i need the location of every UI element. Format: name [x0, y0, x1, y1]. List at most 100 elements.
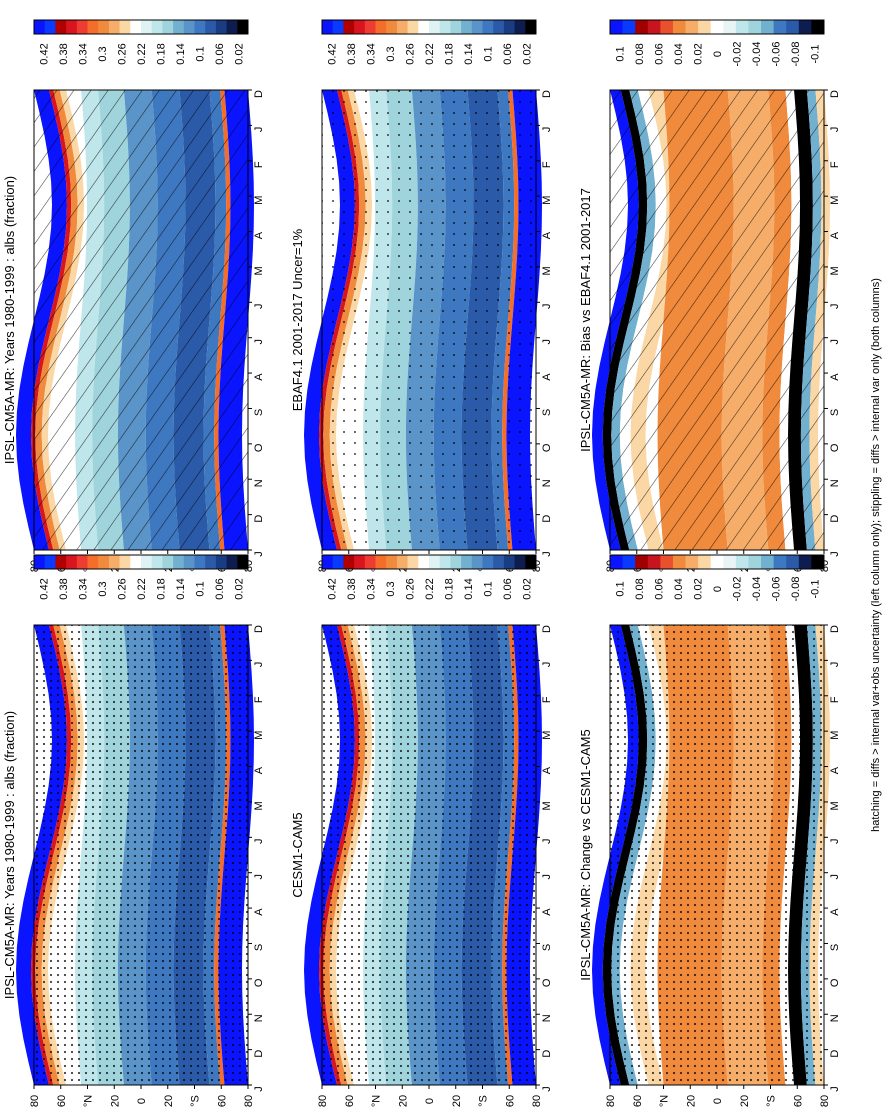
lat-tick-label: °N	[659, 1095, 671, 1107]
colorbar-label: 0.26	[117, 43, 129, 64]
lat-tick-label: 20	[109, 1095, 121, 1107]
colorbar-swatch	[811, 555, 825, 569]
month-tick-label: D	[253, 90, 265, 98]
month-tick-label: D	[541, 515, 553, 523]
colorbar-swatch	[471, 555, 483, 569]
colorbar-swatch	[44, 555, 56, 569]
month-tick-label: S	[253, 944, 265, 951]
colorbar-label: 0.14	[175, 43, 187, 64]
month-tick-label: O	[253, 978, 265, 987]
colorbar-swatch	[332, 555, 344, 569]
colorbar-swatch	[461, 20, 473, 34]
colorbar-swatch	[635, 555, 649, 569]
colorbar-swatch	[723, 20, 737, 34]
panel-title: IPSL-CM5A-MR: Years 1980-1999 : albs (fr…	[2, 176, 17, 464]
colorbar-label: 0.14	[463, 578, 475, 599]
colorbar-label: 0.34	[366, 578, 378, 599]
lat-tick-label: °N	[371, 1095, 383, 1107]
month-tick-label: A	[829, 373, 841, 381]
colorbar-label: -0.06	[770, 576, 782, 601]
month-tick-label: N	[253, 1014, 265, 1022]
colorbar-swatch	[418, 20, 430, 34]
month-tick-label: M	[541, 266, 553, 275]
colorbar-swatch	[622, 555, 636, 569]
colorbar-swatch	[647, 20, 661, 34]
colorbar-label: -0.1	[809, 45, 821, 64]
panel-title: IPSL-CM5A-MR: Bias vs EBAF4.1 2001-2017	[578, 188, 593, 452]
colorbar-swatch	[237, 555, 249, 569]
colorbar-swatch	[439, 555, 451, 569]
colorbar-frame	[609, 554, 825, 570]
colorbar-label: -0.06	[770, 41, 782, 66]
colorbar-swatch	[87, 555, 99, 569]
colorbar-label: -0.08	[790, 576, 802, 601]
colorbar-swatch	[386, 555, 398, 569]
lat-tick-label: 0	[136, 1098, 148, 1104]
colorbar-label: 0.42	[39, 578, 51, 599]
colorbar-swatch	[141, 555, 153, 569]
month-tick-label: M	[829, 801, 841, 810]
panel-obs: EBAF4.1 2001-2017 Uncer=1%8060°N20020°S6…	[290, 19, 553, 572]
panel-title: IPSL-CM5A-MR: Change vs CESM1-CAM5	[578, 729, 593, 980]
month-tick-label: J	[829, 839, 841, 845]
colorbar-swatch	[622, 20, 636, 34]
colorbar-label: 0.18	[443, 43, 455, 64]
colorbar-swatch	[685, 555, 699, 569]
colorbar-swatch	[87, 20, 99, 34]
colorbar-label: 0.1	[615, 46, 627, 61]
colorbar-swatch	[748, 555, 762, 569]
month-tick-label: M	[253, 801, 265, 810]
colorbar-frame	[33, 554, 249, 570]
colorbar-swatch	[354, 555, 366, 569]
lat-tick-label: °S	[190, 1095, 202, 1107]
colorbar-swatch	[450, 20, 462, 34]
month-tick-label: M	[541, 801, 553, 810]
month-tick-label: J	[541, 1086, 553, 1092]
colorbar-swatch	[635, 20, 649, 34]
colorbar-swatch	[130, 20, 142, 34]
colorbar-swatch	[44, 20, 56, 34]
month-tick-label: M	[253, 266, 265, 275]
significance-overlay	[34, 625, 248, 1085]
month-tick-label: S	[829, 409, 841, 416]
panel-cesm: CESM1-CAM5 80 60 °N 20 0 20 °S 60 80 D J F M A M J J A S O N D…	[290, 554, 553, 1107]
colorbar-swatch	[514, 555, 526, 569]
month-tick-label: S	[541, 409, 553, 416]
colorbar-swatch	[183, 20, 195, 34]
colorbar-swatch	[162, 20, 174, 34]
month-tick-label: J	[253, 304, 265, 310]
month-tick-label: J	[541, 662, 553, 668]
colorbar-swatch	[482, 555, 494, 569]
colorbar-label: 0.06	[654, 43, 666, 64]
colorbar-label: 0	[712, 51, 724, 57]
month-tick-label: J	[253, 874, 265, 880]
colorbar-swatch	[162, 555, 174, 569]
month-tick-label: N	[253, 479, 265, 487]
colorbar-label: 0.34	[78, 43, 90, 64]
colorbar-swatch	[525, 20, 537, 34]
month-tick-label: D	[541, 90, 553, 98]
colorbar-swatch	[773, 555, 787, 569]
colorbar-label: 0.3	[385, 581, 397, 596]
month-tick-label: J	[829, 874, 841, 880]
colorbar-label: 0.1	[482, 46, 494, 61]
lat-tick-label: 60	[216, 1095, 228, 1107]
month-tick-label: O	[829, 978, 841, 987]
colorbar-swatch	[439, 20, 451, 34]
colorbar-swatch	[647, 555, 661, 569]
lat-tick-label: 20	[397, 1095, 409, 1107]
colorbar-swatch	[786, 20, 800, 34]
month-tick-label: N	[541, 479, 553, 487]
month-tick-label: D	[829, 90, 841, 98]
colorbar-label: -0.08	[790, 41, 802, 66]
month-tick-label: J	[253, 1086, 265, 1092]
month-tick-label: D	[253, 1050, 265, 1058]
colorbar-label: 0.22	[424, 43, 436, 64]
colorbar-swatch	[226, 20, 238, 34]
footer-note: hatching = diffs > internal var+obs unce…	[870, 278, 882, 832]
colorbar-swatch	[141, 20, 153, 34]
colorbar-swatch	[660, 20, 674, 34]
colorbar-label: 0.3	[97, 581, 109, 596]
lat-tick-label: 0	[712, 1098, 724, 1104]
colorbar-swatch	[493, 555, 505, 569]
